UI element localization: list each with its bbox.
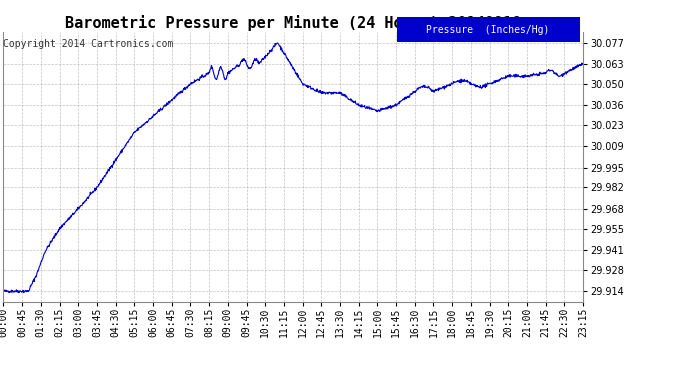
Text: Pressure  (Inches/Hg): Pressure (Inches/Hg): [426, 25, 550, 34]
Title: Barometric Pressure per Minute (24 Hours) 20140918: Barometric Pressure per Minute (24 Hours…: [65, 15, 522, 31]
Text: Copyright 2014 Cartronics.com: Copyright 2014 Cartronics.com: [3, 39, 174, 49]
